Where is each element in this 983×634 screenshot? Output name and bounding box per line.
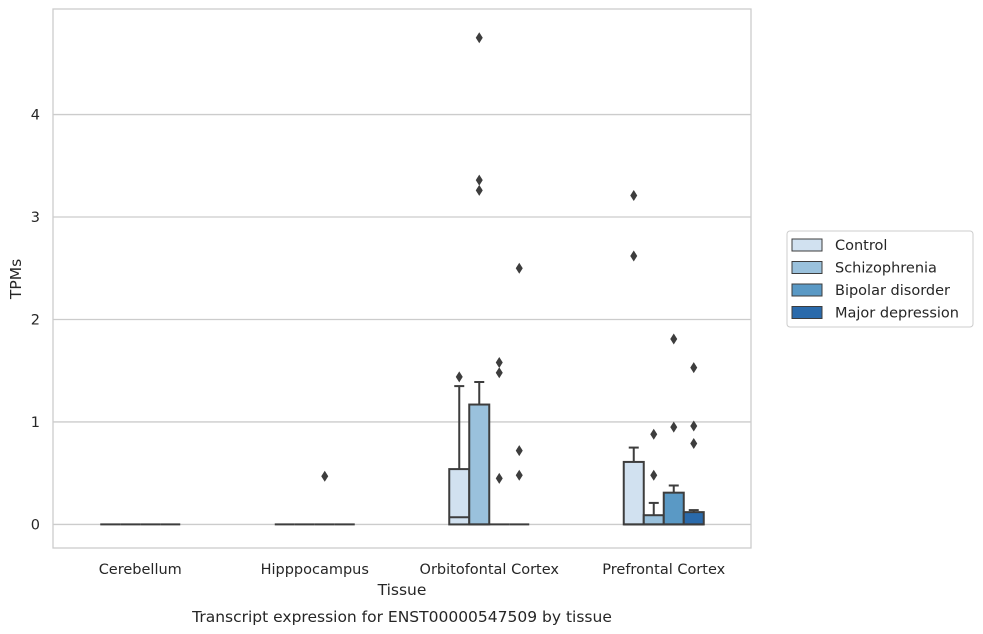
outlier-point [515, 445, 523, 457]
x-axis-ticks: Cerebellum Hipppocampus Orbitofontal Corte… [99, 562, 726, 578]
x-tick-label: Orbitofontal Cortex [420, 562, 560, 578]
outlier-point [321, 470, 329, 482]
box-body [468, 403, 491, 526]
outlier-point [630, 189, 638, 201]
x-tick-label: Hipppocampus [261, 562, 369, 578]
box-major-depression [509, 262, 530, 526]
outlier-point [650, 469, 658, 481]
outlier-point [650, 428, 658, 440]
box-body [682, 511, 705, 526]
legend: Control Schizophrenia Bipolar disorder Majo… [786, 230, 974, 328]
legend-swatch [791, 238, 823, 252]
outlier-point [495, 472, 503, 484]
outlier-point [630, 250, 638, 262]
box-groups [100, 32, 705, 526]
legend-swatch [791, 283, 823, 297]
y-axis-label: TPMs [7, 259, 25, 300]
box-schizophrenia [468, 32, 491, 526]
outlier-point [515, 469, 523, 481]
outlier-point [475, 184, 483, 196]
legend-frame [786, 230, 974, 328]
box-bipolar-disorder [314, 470, 335, 526]
box-body [642, 514, 665, 526]
legend-label: Control [835, 238, 887, 254]
legend-swatch [791, 306, 823, 319]
outlier-point [495, 367, 503, 379]
outlier-point [515, 262, 523, 274]
legend-label: Bipolar disorder [835, 283, 950, 299]
plot-area [53, 9, 751, 548]
outlier-point [455, 371, 463, 383]
outlier-point [670, 333, 678, 345]
box-bipolar-disorder [489, 357, 510, 526]
y-tick-label: 3 [31, 210, 40, 226]
box-major-depression [682, 362, 705, 526]
x-axis-label: Tissue [377, 581, 427, 599]
outlier-point [670, 421, 678, 433]
plot-frame [52, 8, 752, 549]
y-axis-ticks: 0 1 2 3 4 [31, 108, 40, 534]
box-schizophrenia [642, 428, 665, 526]
legend-label: Major depression [835, 306, 959, 322]
y-tick-label: 1 [31, 415, 40, 431]
outlier-point [690, 437, 698, 449]
outlier-point [690, 420, 698, 432]
outlier-point [690, 362, 698, 374]
outlier-point [495, 357, 503, 369]
y-tick-label: 4 [31, 108, 40, 124]
legend-label: Schizophrenia [835, 261, 937, 277]
x-tick-label: Cerebellum [99, 562, 182, 578]
box-body [622, 460, 645, 526]
x-tick-label: Prefrontal Cortex [602, 562, 725, 578]
box-body [448, 468, 471, 526]
box-body [662, 491, 685, 526]
outlier-point [475, 32, 483, 44]
box-control [622, 189, 645, 526]
box-bipolar-disorder [662, 333, 685, 526]
y-tick-label: 0 [31, 517, 40, 533]
outlier-point [475, 174, 483, 186]
y-tick-label: 2 [31, 312, 40, 328]
legend-swatch [791, 261, 823, 274]
chart-caption: Transcript expression for ENST0000054750… [191, 608, 612, 626]
